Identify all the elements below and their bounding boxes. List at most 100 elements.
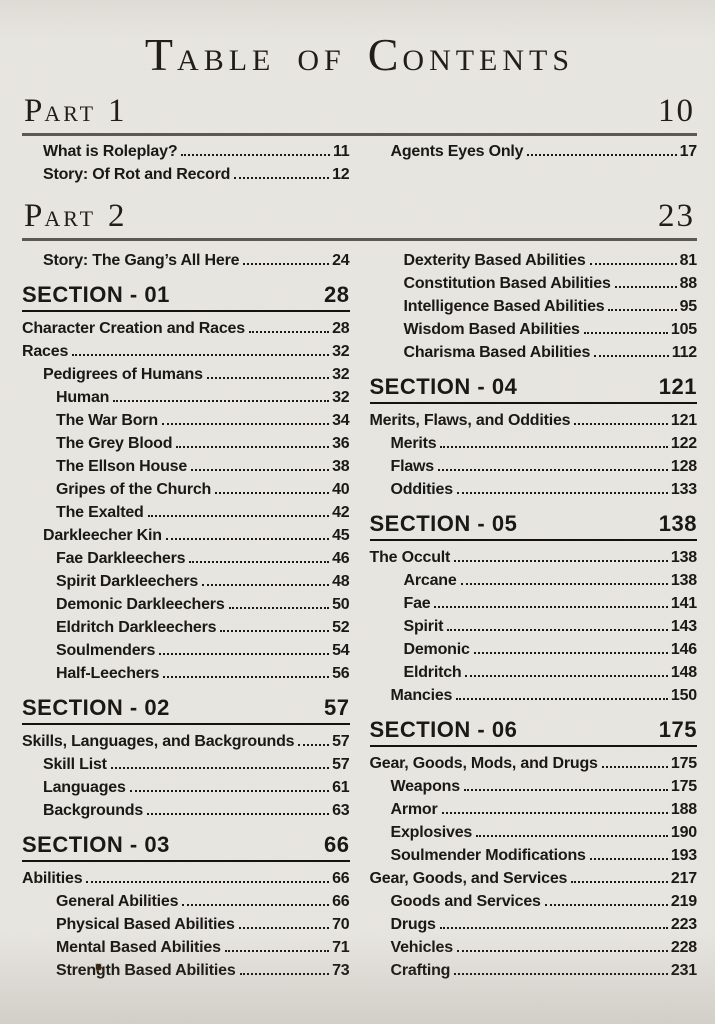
toc-entry[interactable]: Goods and Services 219: [370, 890, 698, 913]
toc-entry[interactable]: Pedigrees of Humans 32: [22, 363, 350, 386]
toc-entry[interactable]: The Grey Blood 36: [22, 432, 350, 455]
toc-entry[interactable]: Arcane 138: [370, 569, 698, 592]
toc-entry[interactable]: Fae 141: [370, 592, 698, 615]
toc-entry[interactable]: Strength Based Abilities 73: [22, 959, 350, 982]
toc-entry[interactable]: Intelligence Based Abilities 95: [370, 295, 698, 318]
toc-entry[interactable]: Dexterity Based Abilities 81: [370, 249, 698, 272]
toc-entry[interactable]: Gripes of the Church 40: [22, 478, 350, 501]
toc-entry[interactable]: General Abilities 66: [22, 890, 350, 913]
toc-entry-label: Demonic Darkleechers: [56, 596, 225, 613]
toc-entry[interactable]: Story: Of Rot and Record 12: [22, 163, 350, 186]
section-heading[interactable]: SECTION - 05 138: [369, 511, 697, 541]
toc-entry[interactable]: Wisdom Based Abilities 105: [370, 318, 698, 341]
toc-entry[interactable]: Merits 122: [370, 432, 698, 455]
toc-entry[interactable]: The Exalted 42: [22, 501, 350, 524]
toc-entry[interactable]: Mental Based Abilities 71: [22, 936, 350, 959]
toc-section: SECTION - 04 121 Merits, Flaws, and Oddi…: [369, 374, 698, 501]
toc-entry[interactable]: Backgrounds 63: [22, 799, 350, 822]
toc-entry[interactable]: Story: The Gang’s All Here 24: [22, 249, 350, 272]
toc-entry[interactable]: Races 32: [22, 340, 350, 363]
section-heading[interactable]: SECTION - 01 28: [22, 282, 350, 312]
toc-entry[interactable]: Gear, Goods, Mods, and Drugs 175: [370, 752, 698, 775]
toc-entry-label: Mental Based Abilities: [56, 939, 221, 956]
toc-entry[interactable]: Oddities 133: [370, 478, 698, 501]
section-heading[interactable]: SECTION - 02 57: [22, 695, 350, 725]
toc-entry[interactable]: Eldritch 148: [370, 661, 698, 684]
toc-entry[interactable]: Skill List 57: [22, 753, 350, 776]
dotted-leader: [182, 904, 330, 906]
toc-section: SECTION - 06 175 Gear, Goods, Mods, and …: [369, 717, 698, 982]
toc-entry-page: 40: [332, 481, 350, 498]
toc-entry[interactable]: The Ellson House 38: [22, 455, 350, 478]
dotted-leader: [439, 927, 668, 929]
toc-entry[interactable]: Demonic 146: [370, 638, 698, 661]
part-1: PART 1 10 What is Roleplay? 11 Story: Of …: [22, 93, 697, 186]
toc-entry[interactable]: Soulmender Modifications 193: [370, 844, 698, 867]
toc-entry-page: 138: [670, 572, 697, 589]
toc-entry-label: The Ellson House: [56, 458, 188, 475]
dotted-leader: [614, 286, 677, 288]
toc-entry[interactable]: Gear, Goods, and Services 217: [370, 867, 698, 890]
toc-entry[interactable]: Explosives 190: [370, 821, 698, 844]
section-heading[interactable]: SECTION - 03 66: [22, 832, 350, 862]
part-1-heading[interactable]: PART 1 10: [22, 93, 697, 136]
toc-entry-page: 32: [332, 343, 350, 360]
toc-entry[interactable]: What is Roleplay? 11: [22, 140, 350, 163]
toc-entry-label: General Abilities: [56, 893, 179, 910]
toc-entry[interactable]: Demonic Darkleechers 50: [22, 593, 350, 616]
toc-entry[interactable]: The War Born 34: [22, 409, 350, 432]
section-heading[interactable]: SECTION - 06 175: [369, 717, 697, 747]
dotted-leader: [228, 607, 330, 609]
toc-entry-page: 57: [332, 756, 350, 773]
toc-entry[interactable]: Fae Darkleechers 46: [22, 547, 350, 570]
toc-entry[interactable]: Spirit 143: [370, 615, 698, 638]
section-heading[interactable]: SECTION - 04 121: [369, 374, 697, 404]
toc-entry[interactable]: Physical Based Abilities 70: [22, 913, 350, 936]
toc-entry[interactable]: Drugs 223: [370, 913, 698, 936]
toc-entry-page: 54: [332, 642, 350, 659]
toc-entry[interactable]: Half-Leechers 56: [22, 662, 350, 685]
dotted-leader: [176, 446, 330, 448]
dotted-leader: [234, 177, 330, 179]
toc-entry[interactable]: Mancies 150: [370, 684, 698, 707]
toc-entry-label: Fae Darkleechers: [56, 550, 186, 567]
toc-columns: Story: The Gang’s All Here 24 SECTION - …: [22, 247, 697, 982]
entries-block: Dexterity Based Abilities 81 Constitutio…: [370, 249, 698, 364]
toc-entry[interactable]: Crafting 231: [370, 959, 698, 982]
toc-entry-label: Intelligence Based Abilities: [403, 298, 605, 315]
toc-entry[interactable]: Soulmenders 54: [22, 639, 350, 662]
dotted-leader: [476, 835, 668, 837]
toc-entry[interactable]: Merits, Flaws, and Oddities 121: [370, 409, 698, 432]
dotted-leader: [165, 538, 330, 540]
toc-entry[interactable]: Agents Eyes Only 17: [370, 140, 698, 163]
toc-entry[interactable]: Abilities 66: [22, 867, 350, 890]
part-2-heading[interactable]: PART 2 23: [22, 198, 697, 241]
toc-entry[interactable]: Eldritch Darkleechers 52: [22, 616, 350, 639]
toc-entry[interactable]: Vehicles 228: [370, 936, 698, 959]
toc-entry-page: 48: [332, 573, 350, 590]
toc-entry[interactable]: Skills, Languages, and Backgrounds 57: [22, 730, 350, 753]
toc-entry[interactable]: Constitution Based Abilities 88: [370, 272, 698, 295]
part-2: PART 2 23: [22, 198, 697, 241]
toc-entry-page: 138: [670, 549, 697, 566]
toc-entry[interactable]: Charisma Based Abilities 112: [370, 341, 698, 364]
toc-entry[interactable]: Flaws 128: [370, 455, 698, 478]
toc-entry[interactable]: Darkleecher Kin 45: [22, 524, 350, 547]
toc-entry[interactable]: Weapons 175: [370, 775, 698, 798]
toc-entry[interactable]: Spirit Darkleechers 48: [22, 570, 350, 593]
toc-entry-page: 34: [332, 412, 350, 429]
dotted-leader: [437, 469, 668, 471]
section-page-number: 175: [658, 717, 697, 742]
dotted-leader: [441, 812, 668, 814]
toc-entry[interactable]: Languages 61: [22, 776, 350, 799]
toc-entry[interactable]: The Occult 138: [370, 546, 698, 569]
toc-entry[interactable]: Armor 188: [370, 798, 698, 821]
dotted-leader: [191, 469, 330, 471]
toc-entry[interactable]: Character Creation and Races 28: [22, 317, 350, 340]
toc-entry-label: Races: [22, 343, 69, 360]
toc-entry[interactable]: Human 32: [22, 386, 350, 409]
toc-entry-label: Fae: [403, 595, 431, 612]
toc-entry-label: Abilities: [22, 870, 83, 887]
toc-entry-page: 175: [670, 778, 697, 795]
dotted-leader: [189, 561, 330, 563]
